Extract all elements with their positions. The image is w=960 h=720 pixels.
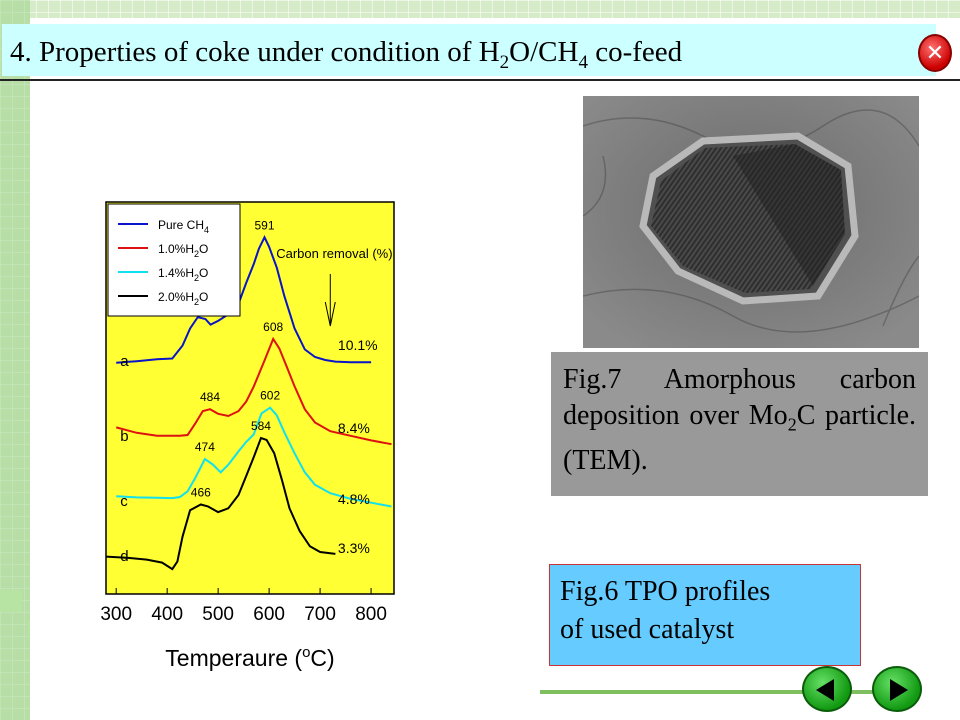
peak-label: 584 [251, 419, 271, 433]
title-bar [2, 24, 936, 76]
arrow-left-icon [816, 679, 834, 701]
series-line-c [116, 406, 392, 508]
removal-label-a: 10.1% [338, 337, 378, 353]
removal-label-b: 8.4% [338, 420, 370, 436]
x-tick-label: 400 [151, 604, 183, 625]
x-tick-label: 600 [253, 604, 285, 625]
tem-particle-image [583, 96, 919, 348]
series-line-d [105, 436, 336, 571]
arrow-right-icon [890, 679, 908, 701]
title-divider [0, 79, 960, 81]
series-letter-d: d [120, 548, 128, 565]
tem-image [583, 96, 919, 348]
series-letter-b: b [120, 428, 128, 445]
bottom-bar [540, 690, 920, 694]
figure7-caption: Fig.7 Amorphous carbon deposition over M… [551, 352, 928, 496]
legend-box [107, 203, 241, 317]
close-button[interactable]: ✕ [918, 34, 952, 72]
legend-entry: 1.0%H2O [158, 242, 208, 259]
legend-entry: 1.4%H2O [158, 266, 208, 283]
series-letter-a: a [120, 353, 129, 370]
x-tick-label: 700 [304, 604, 336, 625]
previous-slide-button[interactable] [802, 666, 852, 712]
x-tick-label: 300 [100, 604, 132, 625]
x-tick-label: 500 [202, 604, 234, 625]
tpo-chart-svg: a10.1%462591b8.4%484608c4.8%474602d3.3%4… [100, 201, 395, 671]
peak-label: 608 [263, 320, 283, 334]
slide-title: 4. Properties of coke under condition of… [10, 36, 683, 73]
carbon-removal-annotation: Carbon removal (%) [276, 246, 392, 261]
x-tick-label: 800 [355, 604, 387, 625]
legend-entry: 2.0%H2O [158, 290, 208, 307]
peak-label: 484 [200, 390, 220, 404]
decor-square [0, 590, 22, 612]
next-slide-button[interactable] [872, 666, 922, 712]
close-icon: ✕ [925, 40, 945, 66]
series-line-b [115, 336, 392, 446]
peak-label: 591 [255, 218, 275, 232]
peak-label: 466 [191, 486, 211, 500]
series-letter-c: c [120, 493, 128, 510]
peak-label: 602 [260, 389, 280, 403]
removal-label-c: 4.8% [338, 491, 370, 507]
figure6-caption: Fig.6 TPO profiles of used catalyst [549, 564, 861, 666]
annotation-arrow-head [324, 301, 336, 327]
removal-label-d: 3.3% [338, 540, 370, 556]
left-green-band [0, 0, 30, 720]
series-line-a [116, 235, 372, 364]
x-axis-label: Temperaure (oC) [165, 644, 334, 671]
tpo-chart: a10.1%462591b8.4%484608c4.8%474602d3.3%4… [96, 196, 426, 681]
peak-label: 474 [195, 440, 215, 454]
legend-entry: Pure CH4 [158, 218, 209, 235]
